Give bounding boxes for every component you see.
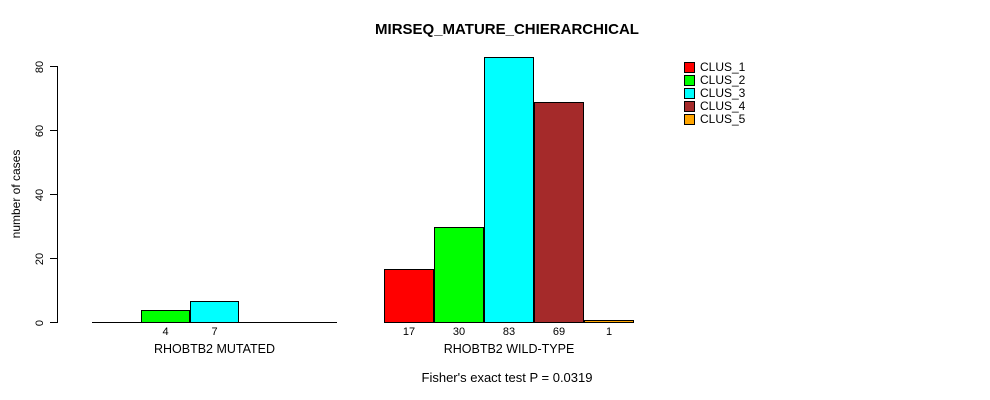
legend-label: CLUS_5 [700,112,746,126]
y-axis-tick [50,322,57,323]
bar-clus_2 [141,310,190,323]
legend-item: CLUS_1 [684,61,745,74]
bar-clus_3 [484,57,534,323]
legend-swatch-clus_4 [684,101,695,112]
legend-label: CLUS_2 [700,73,746,87]
caption: Fisher's exact test P = 0.0319 [421,370,593,385]
y-axis-tick-label: 80 [34,60,46,73]
category-label: RHOBTB2 MUTATED [153,342,276,356]
legend-item: CLUS_3 [684,87,745,100]
legend: CLUS_1 CLUS_2 CLUS_3 CLUS_4 CLUS_5 [684,61,745,126]
legend-item: CLUS_2 [684,74,745,87]
y-axis-tick-label: 0 [34,319,46,326]
legend-label: CLUS_3 [700,86,746,100]
legend-label: CLUS_1 [700,60,746,74]
legend-swatch-clus_5 [684,114,695,125]
legend-swatch-clus_3 [684,88,695,99]
bar-value-label: 1 [605,326,613,338]
bar-value-label: 4 [162,326,169,338]
chart-title: MIRSEQ_MATURE_CHIERARCHICAL [375,21,639,38]
bar-clus_4 [534,102,584,323]
category-label: RHOBTB2 WILD-TYPE [443,342,575,356]
bar-value-label: 17 [402,326,416,338]
y-axis-tick [50,130,57,131]
y-axis-line [57,66,58,323]
bar-value-label: 7 [211,326,218,338]
bar-clus_2 [434,227,484,323]
y-axis-label: number of cases [9,149,23,239]
bar-clus_3 [190,301,239,323]
y-axis-tick-label: 20 [34,252,46,265]
y-axis-tick-label: 60 [34,124,46,137]
bar-clus_5 [584,320,634,323]
bar-value-label: 30 [452,326,466,338]
y-axis-tick [50,66,57,67]
bar-value-label: 69 [552,326,566,338]
y-axis-tick [50,258,57,259]
legend-swatch-clus_1 [684,62,695,73]
y-axis-tick-label: 40 [34,188,46,201]
legend-swatch-clus_2 [684,75,695,86]
y-axis-tick [50,194,57,195]
bar-value-label: 83 [502,326,516,338]
bar-clus_1 [384,269,434,323]
legend-item: CLUS_4 [684,100,745,113]
legend-item: CLUS_5 [684,113,745,126]
legend-label: CLUS_4 [700,99,746,113]
